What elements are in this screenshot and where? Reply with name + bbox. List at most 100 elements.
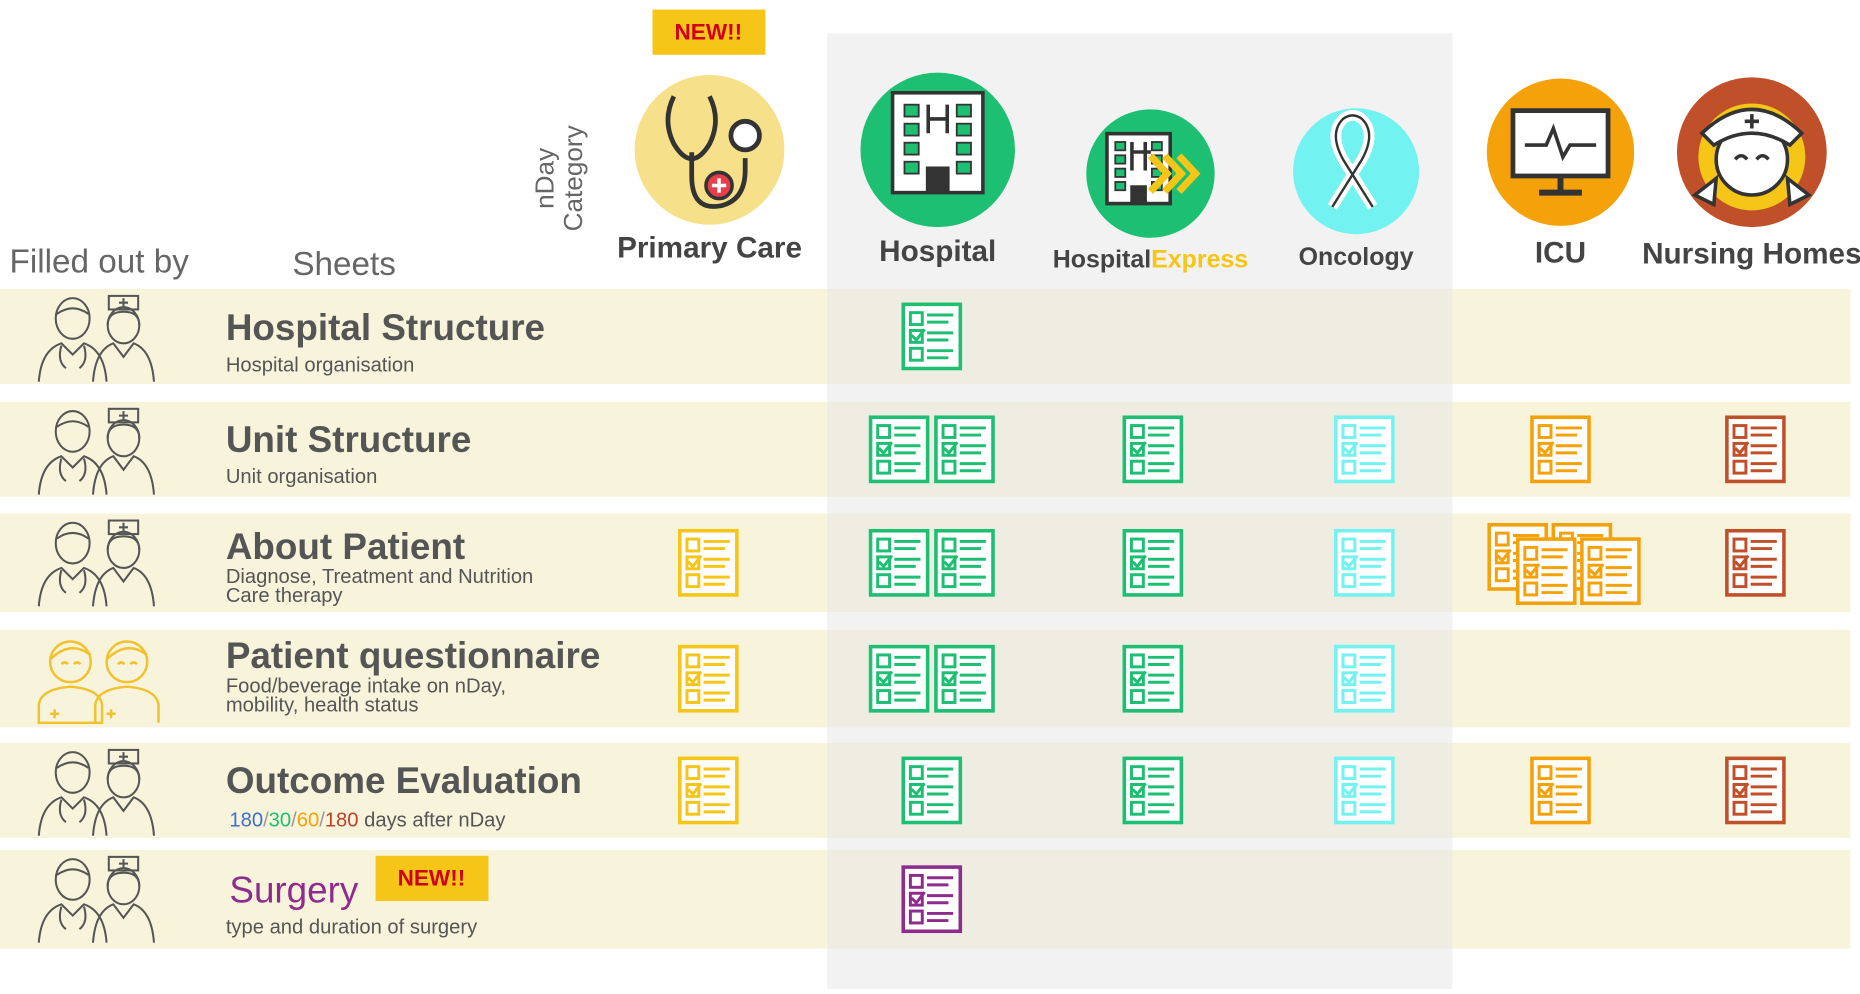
category-label: Oncology [1299, 243, 1414, 271]
glyph-part [1162, 153, 1187, 194]
new-badge [652, 9, 766, 55]
sheet-icon [868, 644, 930, 713]
glyph-part [955, 103, 972, 118]
glyph-part [903, 160, 920, 175]
sheet-group [901, 756, 963, 825]
sheet-icon [1122, 528, 1184, 597]
glyph-part [925, 166, 950, 193]
sheet-group [1122, 644, 1184, 713]
sheet-subtitle-part: 180 [325, 810, 359, 832]
filled-out-by-header: Filled out by [10, 244, 190, 281]
glyph-part [1733, 154, 1770, 161]
glyph-part [728, 118, 762, 153]
glyph-part [955, 160, 972, 175]
sheet-icon [1725, 415, 1786, 484]
sheet-icon [901, 302, 963, 371]
sheet-group [1334, 528, 1395, 597]
sheet-group [901, 302, 963, 371]
sheet-icon [868, 528, 930, 597]
sheet-icon [1122, 756, 1184, 825]
sheet-subtitle-part: / [291, 810, 297, 832]
sheet-icon [1515, 537, 1577, 606]
category-label-text: Nursing Homes [1642, 237, 1860, 270]
sheet-icon [934, 644, 995, 713]
category-icon [634, 74, 785, 225]
sheet-title: Hospital Structure [226, 307, 545, 348]
glyph-part [1114, 167, 1127, 178]
sheet-icon [1725, 756, 1786, 825]
category-label-accent: Express [1151, 245, 1248, 273]
glyph-part [1151, 141, 1163, 152]
sheet-group [1334, 756, 1395, 825]
sheet-group [1122, 415, 1184, 484]
sheet-subtitle: Unit organisation [226, 466, 378, 488]
sheet-title: Surgery [229, 869, 359, 910]
sheet-icon [1530, 756, 1591, 825]
sheet-group [1122, 528, 1184, 597]
category-label: Hospital [879, 235, 996, 268]
sheet-title: Patient questionnaire [226, 635, 601, 676]
sheet-subtitle: 180/30/60/180 days after nDay [229, 810, 506, 832]
sheet-icon [678, 528, 739, 597]
category-label: Primary Care [617, 232, 802, 265]
sheet-group [1725, 415, 1786, 484]
glyph-part [711, 178, 727, 193]
category-icon-glyph [890, 91, 985, 195]
glyph-part [1539, 175, 1582, 196]
category-label: Nursing Homes [1642, 237, 1860, 270]
sheet-group [678, 528, 739, 597]
category-icon-glyph [1105, 131, 1201, 206]
sheet-icon [1334, 528, 1395, 597]
sheet-group [1725, 756, 1786, 825]
sheet-subtitle: Diagnose, Treatment and Nutrition [226, 566, 533, 588]
sheet-icon [678, 756, 739, 825]
sheet-subtitle-part: days after nDay [359, 810, 507, 832]
glyph-part [903, 103, 920, 118]
category-icon-glyph [665, 95, 762, 209]
glyph-part [955, 141, 972, 156]
sheet-subtitle-part: 180 [229, 810, 263, 832]
sheet-subtitle: Food/beverage intake on nDay, [226, 675, 506, 697]
sheet-icon [1122, 415, 1184, 484]
sheet-group [1530, 756, 1591, 825]
glyph-part [1130, 141, 1151, 171]
category-icon-glyph [1327, 110, 1378, 210]
glyph-part [1691, 174, 1813, 208]
sheet-group [1334, 415, 1395, 484]
sheet-group [1530, 415, 1591, 484]
sheet-group [678, 756, 739, 825]
glyph-part [926, 104, 950, 134]
glyph-part [1176, 153, 1201, 194]
new-badge [375, 855, 489, 901]
glyph-part [1147, 153, 1172, 194]
glyph-part [689, 152, 748, 209]
new-badge-text: NEW!! [674, 19, 742, 44]
sheet-icon [1334, 415, 1395, 484]
sheet-icon [1530, 415, 1591, 484]
sheet-group [678, 644, 739, 713]
sheet-subtitle-part: 30 [269, 810, 291, 832]
sheet-title: Unit Structure [226, 419, 472, 460]
glyph-part [1114, 141, 1127, 152]
category-label: nDay [530, 147, 560, 209]
sheet-icon [901, 865, 963, 934]
glyph-part [1524, 123, 1597, 162]
category-label-text: Oncology [1299, 243, 1414, 271]
glyph-part [955, 122, 972, 137]
category-label-text: ICU [1535, 236, 1586, 269]
sheet-icon [934, 528, 995, 597]
glyph-part [1744, 114, 1759, 129]
category-icon-glyph [1510, 108, 1611, 196]
sheet-icon [1122, 644, 1184, 713]
category-label-text: Primary Care [617, 232, 802, 265]
category-label: ICU [1535, 236, 1586, 269]
sheet-icon [901, 756, 963, 825]
glyph-part [1130, 185, 1147, 204]
glyph-part [1114, 154, 1127, 165]
sheet-subtitle-part: / [319, 810, 325, 832]
sheet-group [901, 865, 963, 934]
category-label-text: Hospital [1053, 245, 1151, 273]
sheet-subtitle: type and duration of surgery [226, 917, 478, 939]
glyph-part [1331, 114, 1374, 208]
